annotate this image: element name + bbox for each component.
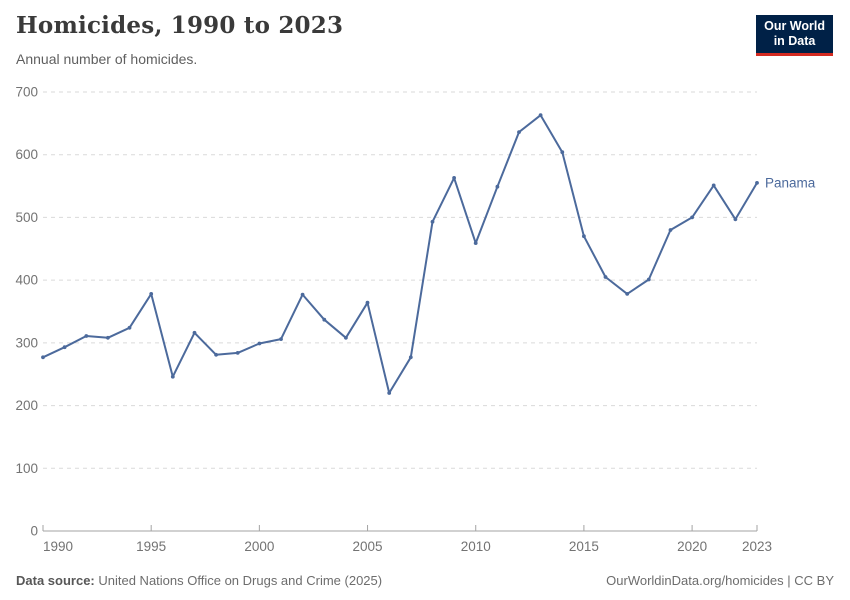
- x-tick-label: 2005: [353, 539, 383, 554]
- data-point-1999[interactable]: [235, 351, 240, 355]
- data-point-2022[interactable]: [733, 217, 738, 222]
- x-tick-label: 2015: [569, 539, 599, 554]
- data-point-2016[interactable]: [603, 275, 608, 279]
- data-point-2020[interactable]: [690, 215, 694, 220]
- data-point-2023[interactable]: [755, 181, 759, 185]
- data-point-2001[interactable]: [279, 337, 283, 341]
- data-point-2011[interactable]: [495, 184, 500, 189]
- panama-line-series[interactable]: [42, 114, 758, 394]
- data-source-label: Data source:: [16, 573, 95, 588]
- data-point-1998[interactable]: [214, 352, 219, 357]
- y-tick-label: 400: [15, 273, 38, 288]
- data-point-2005[interactable]: [365, 300, 370, 305]
- data-point-2003[interactable]: [322, 317, 327, 322]
- y-tick-label: 200: [15, 398, 38, 413]
- data-point-2012[interactable]: [517, 130, 521, 135]
- data-point-1997[interactable]: [192, 330, 197, 335]
- data-point-1992[interactable]: [84, 334, 89, 338]
- owid-logo-line2: in Data: [773, 34, 816, 49]
- data-point-2006[interactable]: [387, 391, 392, 395]
- data-point-1996[interactable]: [170, 374, 175, 379]
- data-point-1994[interactable]: [127, 325, 132, 330]
- y-tick-label: 500: [15, 210, 38, 225]
- y-tick-label: 700: [15, 85, 38, 100]
- x-tick-label: 2020: [677, 539, 707, 554]
- data-source-text: United Nations Office on Drugs and Crime…: [94, 573, 383, 588]
- data-point-2015[interactable]: [582, 234, 586, 239]
- data-point-2019[interactable]: [668, 228, 673, 232]
- data-source-note: Data source: United Nations Office on Dr…: [16, 573, 382, 588]
- data-point-1995[interactable]: [149, 292, 154, 296]
- series-end-label-panama[interactable]: Panama: [765, 175, 816, 190]
- y-tick-label: 100: [15, 461, 38, 476]
- data-point-2017[interactable]: [625, 292, 630, 296]
- data-point-2002[interactable]: [300, 292, 305, 297]
- y-tick-label: 600: [15, 147, 38, 162]
- x-tick-label: 1990: [43, 539, 73, 554]
- data-point-2013[interactable]: [538, 113, 543, 118]
- data-point-2021[interactable]: [711, 183, 716, 188]
- x-tick-label: 2023: [742, 539, 772, 554]
- x-tick-label: 1995: [136, 539, 166, 554]
- data-point-1990[interactable]: [41, 355, 45, 360]
- data-point-2000[interactable]: [257, 341, 262, 346]
- data-point-2009[interactable]: [452, 176, 456, 180]
- data-point-2008[interactable]: [430, 219, 435, 224]
- data-point-1991[interactable]: [62, 345, 67, 350]
- data-point-2014[interactable]: [560, 150, 565, 155]
- data-point-2018[interactable]: [646, 277, 651, 282]
- data-point-2010[interactable]: [473, 241, 478, 246]
- data-point-2007[interactable]: [408, 355, 413, 360]
- footer-citation-link[interactable]: OurWorldinData.org/homicides | CC BY: [606, 573, 834, 588]
- data-point-2004[interactable]: [344, 335, 348, 340]
- page-title: Homicides, 1990 to 2023: [16, 12, 344, 39]
- y-tick-label: 300: [15, 335, 38, 350]
- chart-subtitle: Annual number of homicides.: [16, 51, 198, 67]
- data-point-1993[interactable]: [106, 335, 110, 340]
- owid-logo[interactable]: Our World in Data: [756, 15, 833, 56]
- owid-logo-line1: Our World: [764, 19, 825, 33]
- x-tick-label: 2010: [461, 539, 491, 554]
- y-tick-label: 0: [30, 524, 38, 539]
- x-tick-label: 2000: [244, 539, 274, 554]
